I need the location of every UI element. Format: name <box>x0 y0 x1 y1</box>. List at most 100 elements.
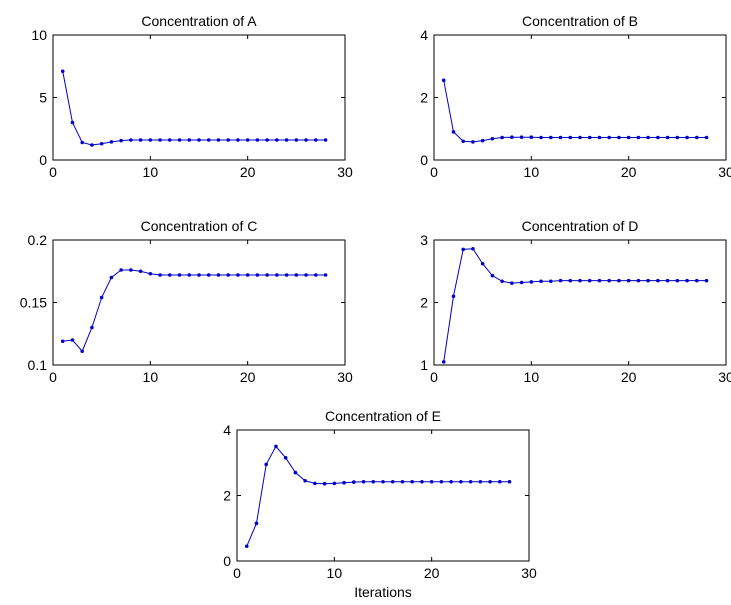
data-point <box>284 138 289 142</box>
data-point <box>656 135 660 140</box>
data-point <box>275 138 279 142</box>
data-point <box>529 280 534 284</box>
data-point <box>109 140 114 144</box>
data-point <box>70 120 75 125</box>
data-point <box>480 261 485 266</box>
data-point <box>99 295 104 300</box>
data-point <box>597 135 602 140</box>
data-point <box>294 273 299 277</box>
data-point <box>244 544 249 549</box>
data-point <box>342 480 346 485</box>
y-tick-label: 5 <box>39 90 47 106</box>
x-tick-label: 10 <box>524 369 540 385</box>
data-point <box>323 273 328 277</box>
series-line <box>62 269 326 353</box>
data-point <box>293 470 298 475</box>
data-point <box>400 479 405 484</box>
data-point <box>461 139 466 144</box>
data-point <box>597 278 602 283</box>
data-point <box>695 135 699 140</box>
axes-box <box>433 239 727 366</box>
data-point <box>490 273 495 278</box>
data-point <box>90 143 94 147</box>
axes-box <box>52 239 346 366</box>
data-point <box>177 138 182 142</box>
data-point <box>471 140 475 144</box>
x-tick-label: 20 <box>240 164 256 180</box>
data-point <box>420 479 424 484</box>
data-point <box>254 521 259 526</box>
chart-title: Concentration of B <box>522 13 638 29</box>
data-point <box>685 278 689 283</box>
x-tick-label: 20 <box>424 565 440 581</box>
subplot-1: Concentration of A 0 10 20 30 0 5 10 <box>31 13 353 180</box>
data-point <box>549 135 553 140</box>
x-tick-label: 20 <box>240 369 256 385</box>
data-point <box>158 138 162 142</box>
data-point <box>90 325 94 330</box>
data-point <box>304 273 308 277</box>
subplot-3: Concentration of C 0 10 20 30 0.1 0.15 0.2 <box>20 218 353 385</box>
data-point <box>236 273 240 277</box>
data-point <box>206 138 211 142</box>
data-point <box>429 479 434 484</box>
data-point <box>488 479 492 484</box>
data-point <box>529 135 534 139</box>
y-tick-label: 2 <box>223 488 231 504</box>
data-point <box>148 271 153 276</box>
data-point <box>80 349 84 354</box>
data-point <box>158 273 162 277</box>
data-point <box>519 280 524 285</box>
data-point <box>168 138 172 142</box>
data-point <box>265 273 269 277</box>
data-point <box>129 138 133 142</box>
data-point <box>461 247 466 252</box>
data-point <box>168 273 172 277</box>
x-tick-label: 10 <box>143 164 159 180</box>
data-point <box>617 278 621 283</box>
data-point <box>441 360 446 364</box>
data-point <box>704 278 709 283</box>
y-tick-label: 4 <box>420 27 428 43</box>
data-point <box>322 481 327 486</box>
subplot-4: Concentration of D 0 10 20 30 1 2 3 <box>420 218 731 385</box>
y-tick-label: 0.2 <box>28 232 48 248</box>
data-point <box>665 135 670 140</box>
subplot-2: Concentration of B 0 10 20 30 0 2 4 <box>420 13 731 180</box>
x-tick-label: 10 <box>327 565 343 581</box>
data-point <box>255 273 260 277</box>
y-tick-label: 0 <box>420 152 428 168</box>
data-point <box>119 268 123 272</box>
data-point <box>675 135 680 140</box>
data-point <box>439 479 444 484</box>
data-point <box>265 138 269 142</box>
data-point <box>284 273 289 277</box>
chart-title: Concentration of D <box>522 218 639 234</box>
data-point <box>539 279 543 284</box>
y-tick-label: 3 <box>420 232 428 248</box>
data-point <box>675 278 680 283</box>
data-point <box>636 278 641 283</box>
data-point <box>704 135 709 140</box>
chart-title: Concentration of E <box>325 408 441 424</box>
y-tick-label: 4 <box>223 422 231 438</box>
data-point <box>519 135 524 139</box>
y-tick-label: 10 <box>31 27 47 43</box>
data-point <box>451 294 456 299</box>
data-point <box>568 278 573 283</box>
data-point <box>187 138 192 142</box>
y-tick-label: 2 <box>420 90 428 106</box>
data-point <box>216 273 221 277</box>
data-point <box>507 479 512 484</box>
x-tick-label: 20 <box>621 369 637 385</box>
x-tick-label: 30 <box>337 164 353 180</box>
data-point <box>410 479 415 484</box>
data-point <box>695 278 699 283</box>
data-point <box>578 278 582 283</box>
data-point <box>441 78 446 83</box>
x-tick-label: 10 <box>524 164 540 180</box>
axes-box <box>236 429 530 562</box>
data-point <box>568 135 573 140</box>
data-point <box>371 479 376 484</box>
data-point <box>646 135 650 140</box>
